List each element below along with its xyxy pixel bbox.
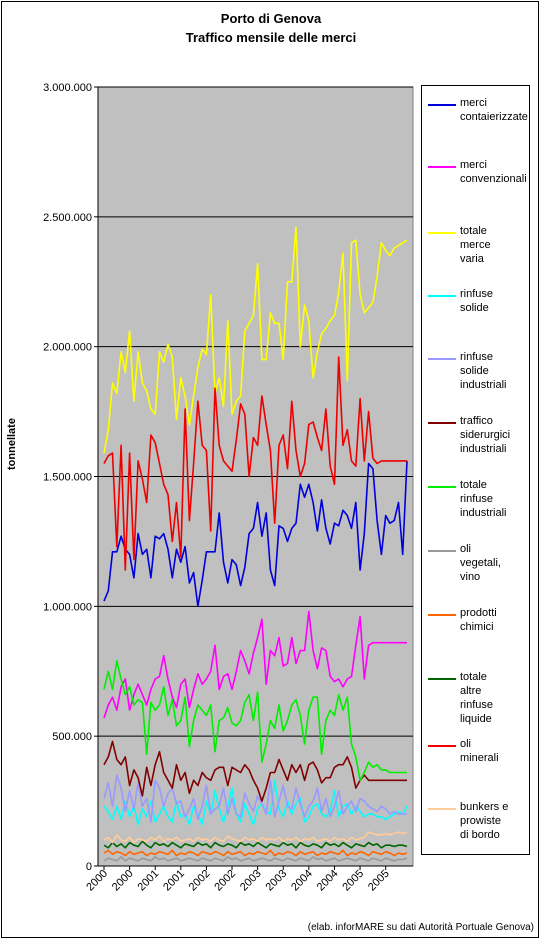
y-tick-label: 2.500.000	[43, 212, 92, 224]
legend-label: totale merce varia	[460, 225, 491, 265]
legend-label: rinfuse solide	[460, 288, 494, 314]
x-tick-label: 2005	[366, 868, 392, 894]
legend-swatch	[428, 808, 456, 810]
chart-subtitle: Traffico mensile delle merci	[185, 30, 357, 45]
series-line-8	[103, 856, 408, 862]
source-credit: (elab. inforMARE su dati Autorità Portua…	[307, 922, 534, 933]
series-line-6	[103, 740, 407, 802]
y-tick-label: 0	[86, 861, 92, 873]
legend-swatch	[428, 358, 456, 360]
y-tick-label: 2.000.000	[43, 342, 92, 354]
legend-label: merci contaierizzate	[460, 97, 528, 123]
series-line-12	[103, 831, 408, 844]
legend-swatch	[428, 104, 456, 106]
y-tick-label: 500.000	[52, 731, 92, 743]
legend-swatch	[428, 486, 456, 488]
legend-label: oli minerali	[460, 738, 499, 764]
legend-label: merci convenzionali	[460, 159, 527, 185]
series-line-9	[103, 849, 408, 857]
legend-label: totale rinfuse industriali	[460, 479, 507, 519]
y-tick-label: 1.500.000	[43, 472, 92, 484]
legend-label: traffico siderurgici industriali	[460, 415, 511, 455]
legend-swatch	[428, 166, 456, 168]
legend: merci contaierizzate merci convenzionali t…	[421, 85, 530, 855]
series-line-10	[103, 840, 408, 849]
x-tick-label: 2001	[161, 868, 187, 894]
legend-label: oli vegetali, vino	[460, 543, 501, 583]
legend-label: totale altre rinfuse liquide	[460, 671, 494, 725]
x-tick-label: 2004	[315, 868, 341, 894]
series-line-2	[103, 610, 407, 719]
x-tick-label: 2003	[264, 868, 290, 894]
x-tick-label: 2002	[187, 868, 213, 894]
legend-swatch	[428, 614, 456, 616]
x-tick-label: 2001	[136, 868, 162, 894]
series-line-7	[103, 660, 407, 782]
legend-swatch	[428, 422, 456, 424]
x-tick-label: 2002	[212, 868, 238, 894]
series-line-11	[103, 356, 407, 571]
y-tick-label: 3.000.000	[43, 82, 92, 94]
y-tick-label: 1.000.000	[43, 601, 92, 613]
chart-title: Porto di Genova	[220, 11, 322, 26]
y-axis-label: tonnellate	[6, 418, 18, 470]
x-tick-label: 2000	[110, 868, 136, 894]
x-tick-label: 2005	[340, 868, 366, 894]
legend-label: prodotti chimici	[460, 607, 497, 633]
legend-swatch	[428, 678, 456, 680]
legend-label: bunkers e prowiste di bordo	[460, 801, 509, 841]
x-tick-label: 2004	[289, 868, 315, 894]
legend-swatch	[428, 550, 456, 552]
legend-swatch	[428, 232, 456, 234]
legend-swatch	[428, 295, 456, 297]
series-line-1	[103, 460, 408, 608]
series-line-3	[103, 226, 408, 454]
x-tick-label: 2003	[238, 868, 264, 894]
legend-label: rinfuse solide industriali	[460, 351, 507, 391]
series-line-5	[103, 774, 407, 823]
legend-swatch	[428, 745, 456, 747]
